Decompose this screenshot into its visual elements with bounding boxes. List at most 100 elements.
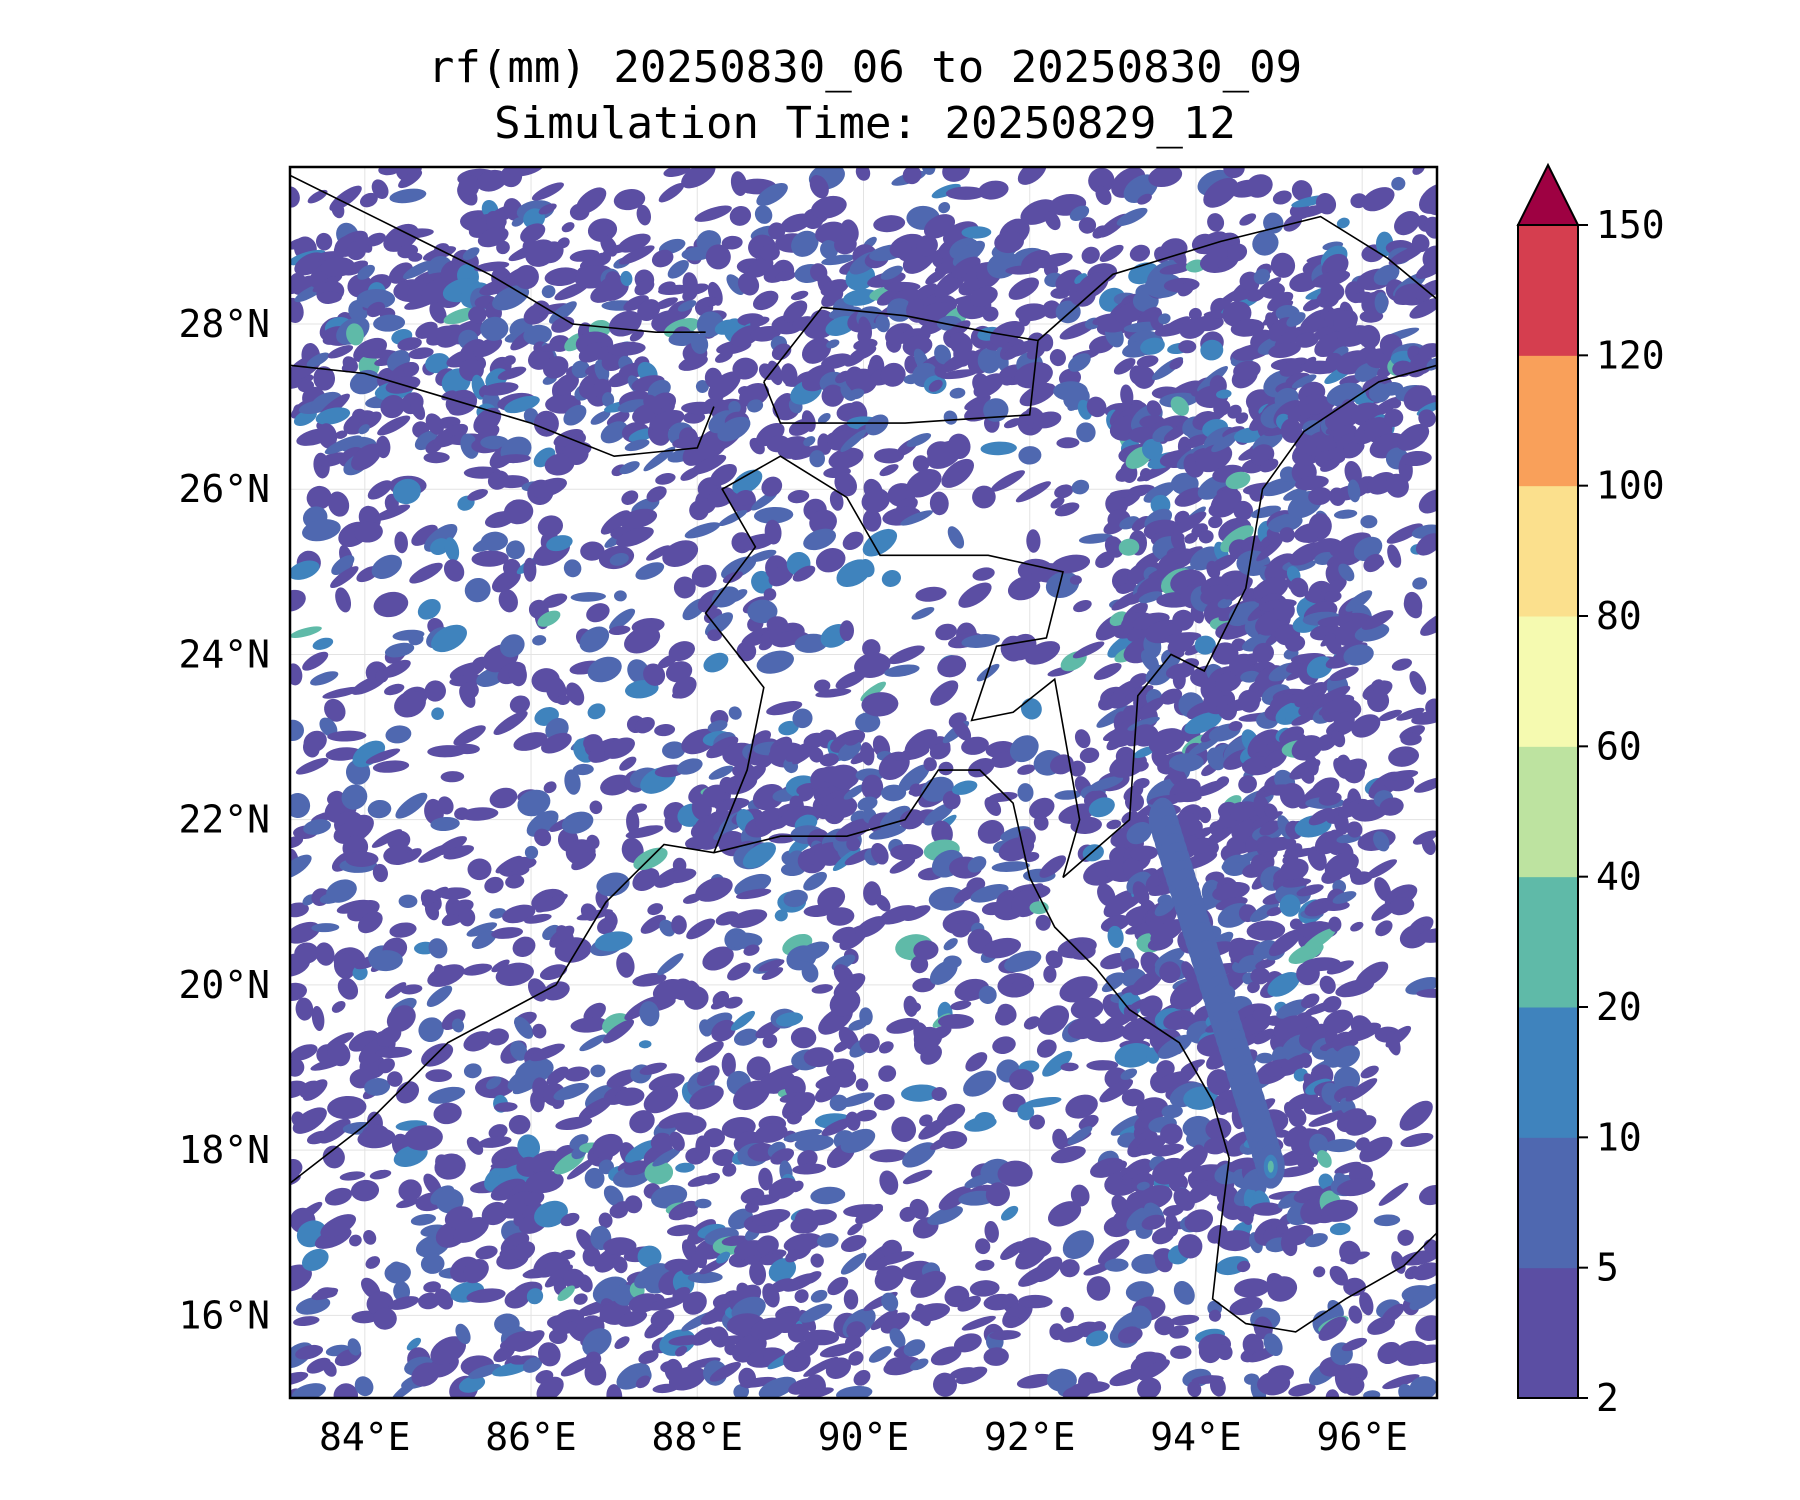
rain-cell — [526, 810, 559, 837]
rain-cell — [430, 538, 450, 556]
rain-cell — [333, 1383, 359, 1398]
rain-cell — [603, 1237, 637, 1256]
rain-cell — [564, 1066, 590, 1082]
rain-cell — [331, 200, 345, 219]
rain-cell — [497, 454, 531, 464]
rain-cell — [386, 1005, 416, 1032]
rain-cell — [650, 1309, 675, 1328]
rain-cell — [560, 1212, 580, 1227]
rain-cell — [594, 931, 633, 952]
rain-cell — [428, 938, 448, 959]
rain-cell — [356, 288, 396, 310]
rain-cell — [367, 480, 393, 500]
rain-cell — [425, 1069, 453, 1082]
rain-cell — [301, 1248, 329, 1271]
rain-cell — [476, 667, 506, 687]
rain-cell — [398, 1179, 422, 1202]
rain-cell — [462, 247, 480, 260]
rain-cell — [420, 1253, 445, 1274]
rain-cell — [360, 192, 378, 208]
rain-cell — [606, 1384, 623, 1398]
rain-cell — [290, 626, 322, 639]
rain-cell — [357, 911, 383, 934]
rain-cell — [533, 410, 559, 437]
rain-cell — [512, 936, 536, 958]
rain-cell — [478, 1136, 512, 1148]
rain-cell — [350, 1179, 380, 1202]
rain-cell — [453, 1216, 489, 1243]
rain-cell — [560, 1356, 594, 1377]
rain-cell — [290, 719, 304, 742]
rain-cell — [536, 1376, 564, 1398]
rain-cell — [527, 978, 548, 1002]
colorbar-segment — [1518, 1007, 1578, 1138]
rain-cell — [659, 919, 676, 937]
rain-cell — [584, 1361, 607, 1386]
rain-cell — [466, 1288, 506, 1303]
rain-cell — [476, 169, 507, 192]
rain-cell — [327, 730, 367, 742]
rain-cell — [666, 868, 697, 884]
rain-cell — [556, 694, 570, 706]
rain-cell — [590, 410, 611, 425]
rain-cell — [315, 232, 333, 251]
rain-cell — [525, 1170, 564, 1194]
rain-cell — [590, 1064, 606, 1078]
rain-cell — [668, 641, 695, 662]
rain-cell — [636, 204, 652, 226]
rain-cell — [426, 985, 453, 1007]
rain-cell — [614, 1087, 645, 1106]
rainfall-field — [290, 167, 1437, 1398]
rain-cell — [343, 260, 369, 276]
rain-cell — [668, 1200, 699, 1221]
rain-cell — [384, 683, 405, 696]
rain-cell — [664, 814, 682, 833]
rain-cell — [500, 634, 525, 658]
rain-cell — [384, 1262, 411, 1284]
rain-cell — [349, 1234, 362, 1247]
rain-cell — [318, 1118, 351, 1144]
rain-cell — [394, 690, 426, 718]
rain-cell — [377, 415, 411, 436]
rain-cell — [441, 1009, 466, 1030]
rain-cell — [552, 1097, 565, 1110]
rain-cell — [708, 765, 734, 780]
rain-cell — [629, 329, 644, 342]
rain-cell — [437, 796, 454, 815]
rain-cell — [384, 982, 407, 999]
rain-cell — [459, 175, 480, 195]
rain-cell — [480, 435, 509, 450]
rain-cell — [621, 490, 639, 505]
rain-cell — [694, 205, 732, 222]
colorbar-segment — [1518, 485, 1578, 617]
rain-cell — [514, 1016, 534, 1039]
rain-cell — [492, 285, 530, 311]
rain-cell — [495, 962, 534, 986]
rain-cell — [689, 500, 709, 521]
rain-cell — [637, 299, 661, 322]
rain-cell — [409, 562, 443, 584]
rain-cell — [707, 486, 735, 508]
rain-cell — [616, 952, 635, 978]
rain-cell — [703, 1128, 725, 1148]
rain-cell — [489, 787, 518, 809]
rain-cell — [378, 1058, 395, 1074]
rain-cell — [460, 433, 479, 459]
rain-cell — [327, 1095, 367, 1120]
rain-cell — [315, 942, 335, 966]
rain-cell — [494, 1102, 518, 1112]
rain-cell — [493, 711, 528, 735]
rain-cell — [687, 1271, 723, 1284]
rain-cell — [629, 1110, 655, 1134]
rain-cell — [703, 652, 729, 673]
rain-cell — [463, 1063, 482, 1079]
colorbar-tick-label: 80 — [1596, 594, 1642, 638]
rain-cell — [490, 1156, 529, 1169]
rain-cell — [302, 651, 329, 671]
rain-cell — [570, 592, 606, 602]
rain-cell — [410, 399, 426, 420]
rain-cell — [687, 1357, 721, 1369]
rain-cell — [644, 1160, 674, 1185]
rain-cell — [632, 973, 667, 987]
rain-cell — [675, 1162, 695, 1173]
